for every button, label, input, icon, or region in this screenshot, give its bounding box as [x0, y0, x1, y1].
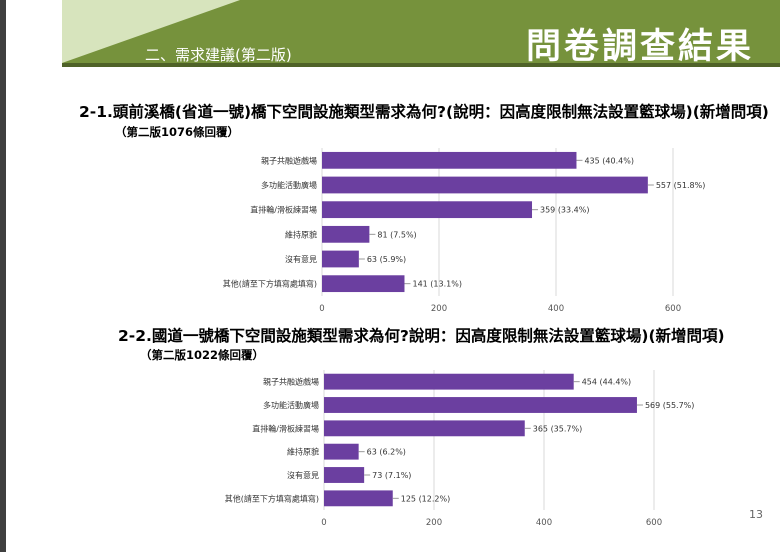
question-1-subtitle: （第二版1076條回覆）: [115, 125, 240, 139]
chart-2-category-label: 其他(請至下方填寫處填寫): [225, 493, 319, 503]
chart-1-bar: [322, 225, 370, 243]
section-title: 二、需求建議(第二版): [145, 46, 292, 64]
chart-1-category-label: 直排輪/滑板練習場: [250, 205, 317, 215]
chart-2-data-label: 569 (55.7%): [645, 401, 694, 410]
chart-1-category-label: 多功能活動廣場: [261, 180, 317, 190]
chart-1-bar: [322, 275, 405, 293]
chart-1-bar: [322, 201, 533, 219]
chart-2-category-label: 沒有意見: [287, 470, 319, 480]
chart-1-x-tick-label: 200: [431, 304, 447, 314]
chart-2-bar: [324, 467, 365, 483]
left-edge-bar: [0, 0, 6, 552]
question-2-subtitle: （第二版1022條回覆）: [140, 348, 265, 362]
chart-2-x-tick-label: 0: [321, 518, 326, 528]
question-2-title: 2-2.國道一號橋下空間設施類型需求為何?說明：因高度限制無法設置籃球場)(新增…: [118, 327, 725, 345]
chart-2-x-tick-label: 600: [646, 518, 662, 528]
chart-1-category-label: 維持原貌: [285, 229, 317, 239]
chart-1-data-label: 359 (33.4%): [540, 206, 589, 215]
chart-2-bar: [324, 420, 525, 437]
chart-2-x-tick-label: 200: [426, 518, 442, 528]
chart-2-bar: [324, 397, 637, 413]
chart-2-data-label: 125 (12.2%): [401, 494, 450, 503]
main-title: 問卷調查結果: [525, 27, 754, 67]
chart-2-x-tick-label: 400: [536, 518, 552, 528]
chart-1-category-label: 沒有意見: [285, 254, 317, 264]
chart-2-bar: [324, 443, 359, 460]
chart-2-bar: [324, 490, 393, 507]
page-number: 13: [749, 508, 763, 521]
chart-1-data-label: 141 (13.1%): [412, 280, 461, 289]
chart-1-x-tick-label: 0: [319, 304, 324, 314]
chart-1-data-label: 435 (40.4%): [584, 156, 633, 165]
chart-1-category-label: 親子共融遊戲場: [261, 155, 317, 165]
chart-2-data-label: 454 (44.4%): [582, 378, 631, 387]
chart-1-data-label: 63 (5.9%): [367, 255, 406, 264]
chart-1-bar: [322, 250, 359, 268]
chart-1-bar: [322, 151, 577, 169]
chart-2-data-label: 73 (7.1%): [372, 471, 411, 480]
chart-2-category-label: 親子共融遊戲場: [263, 377, 319, 387]
chart-1-x-tick-label: 600: [665, 304, 681, 314]
chart-1-data-label: 81 (7.5%): [377, 230, 416, 239]
chart-2-bar: [324, 373, 574, 390]
chart-1-bar: [322, 176, 648, 194]
header-banner-edge: [62, 63, 780, 67]
question-1-title: 2-1.頭前溪橋(省道一號)橋下空間設施類型需求為何?(說明：因高度限制無法設置…: [79, 103, 769, 121]
chart-2-data-label: 63 (6.2%): [367, 448, 406, 457]
chart-1-data-label: 557 (51.8%): [656, 181, 705, 190]
header-triangle: [62, 0, 240, 63]
chart-2-data-label: 365 (35.7%): [533, 424, 582, 433]
chart-1-x-tick-label: 400: [548, 304, 564, 314]
chart-2-category-label: 多功能活動廣場: [263, 400, 319, 410]
chart-2-category-label: 維持原貌: [287, 447, 319, 457]
chart-2-category-label: 直排輪/滑板練習場: [252, 423, 319, 433]
chart-1-category-label: 其他(請至下方填寫處填寫): [223, 279, 317, 289]
